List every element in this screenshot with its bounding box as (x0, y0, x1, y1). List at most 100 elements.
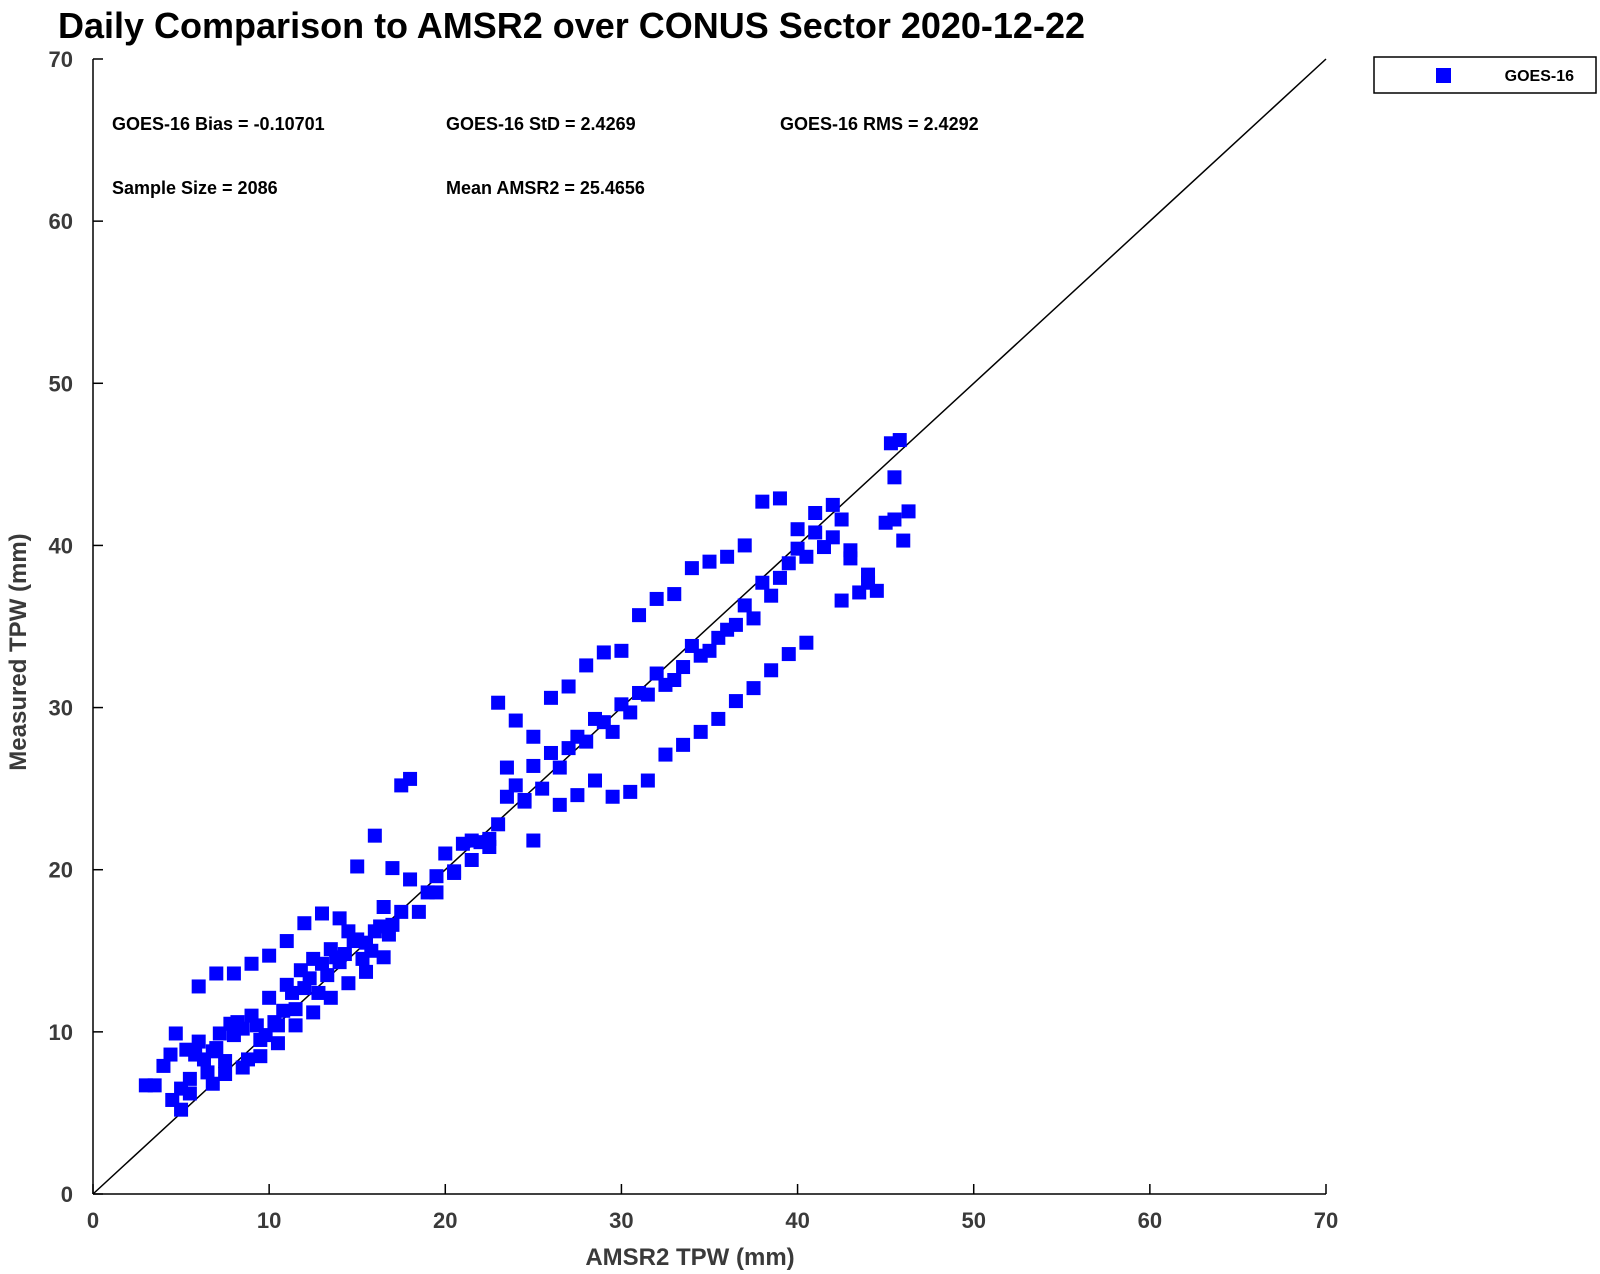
data-point (843, 551, 858, 566)
data-point (394, 904, 409, 919)
data-point (755, 494, 770, 509)
data-point (605, 724, 620, 739)
data-point (526, 758, 541, 773)
data-point (508, 713, 523, 728)
data-point (764, 588, 779, 603)
data-point (526, 729, 541, 744)
data-point (270, 1036, 285, 1051)
annotation-sample-size: Sample Size = 2086 (112, 178, 278, 198)
data-point (429, 885, 444, 900)
data-point (218, 1067, 233, 1082)
data-point (311, 985, 326, 1000)
data-point (883, 436, 898, 451)
data-point (649, 591, 664, 606)
data-point (491, 695, 506, 710)
data-point (728, 617, 743, 632)
data-point (887, 512, 902, 527)
data-point (702, 643, 717, 658)
stats-annotations: GOES-16 Bias = -0.10701 GOES-16 StD = 2.… (112, 114, 979, 198)
data-point (535, 781, 550, 796)
chart-title: Daily Comparison to AMSR2 over CONUS Sec… (58, 5, 1085, 46)
data-point (667, 587, 682, 602)
data-point (764, 663, 779, 678)
data-point (200, 1065, 215, 1080)
data-point (579, 658, 594, 673)
data-point (887, 470, 902, 485)
annotation-bias: GOES-16 Bias = -0.10701 (112, 114, 325, 134)
data-point (438, 846, 453, 861)
data-point (367, 828, 382, 843)
data-points (138, 433, 916, 1117)
data-point (350, 859, 365, 874)
data-point (658, 747, 673, 762)
data-point (156, 1058, 171, 1073)
data-point (403, 872, 418, 887)
y-tick-label: 70 (49, 47, 73, 72)
data-point (288, 1018, 303, 1033)
data-point (276, 1003, 291, 1018)
data-point (376, 900, 391, 915)
data-point (288, 1002, 303, 1017)
legend-marker-goes-16 (1436, 68, 1451, 83)
data-point (147, 1078, 162, 1093)
data-point (834, 593, 849, 608)
data-point (728, 694, 743, 709)
data-point (376, 950, 391, 965)
y-tick-label: 10 (49, 1020, 73, 1045)
data-point (297, 916, 312, 931)
data-point (623, 784, 638, 799)
x-tick-label: 30 (609, 1208, 633, 1233)
data-point (737, 598, 752, 613)
annotation-rms: GOES-16 RMS = 2.4292 (780, 114, 979, 134)
data-point (218, 1054, 233, 1069)
data-point (649, 666, 664, 681)
data-point (212, 1026, 227, 1041)
data-point (561, 741, 576, 756)
data-point (552, 797, 567, 812)
data-point (262, 990, 277, 1005)
data-point (359, 964, 374, 979)
data-point (332, 911, 347, 926)
data-point (693, 724, 708, 739)
data-point (447, 864, 462, 879)
data-point (623, 705, 638, 720)
data-point (543, 745, 558, 760)
data-point (861, 575, 876, 590)
data-point (285, 985, 300, 1000)
data-point (168, 1026, 183, 1041)
annotation-mean-amsr2: Mean AMSR2 = 25.4656 (446, 178, 645, 198)
x-tick-label: 50 (961, 1208, 985, 1233)
data-point (244, 956, 259, 971)
data-point (482, 831, 497, 846)
data-point (781, 556, 796, 571)
data-point (270, 1018, 285, 1033)
data-point (901, 504, 916, 519)
axes (92, 59, 1326, 1195)
data-point (499, 760, 514, 775)
data-point (209, 966, 224, 981)
data-point (737, 538, 752, 553)
x-tick-label: 40 (785, 1208, 809, 1233)
data-point (429, 869, 444, 884)
data-point (543, 690, 558, 705)
data-point (676, 737, 691, 752)
y-tick-label: 20 (49, 858, 73, 883)
data-point (337, 947, 352, 962)
data-point (772, 570, 787, 585)
data-point (640, 687, 655, 702)
data-point (262, 948, 277, 963)
x-tick-label: 0 (87, 1208, 99, 1233)
data-point (182, 1071, 197, 1086)
data-point (411, 904, 426, 919)
y-tick-label: 0 (61, 1182, 73, 1207)
data-point (605, 789, 620, 804)
data-point (790, 522, 805, 537)
data-point (896, 533, 911, 548)
data-point (205, 1076, 220, 1091)
data-point (323, 990, 338, 1005)
data-point (632, 608, 647, 623)
y-axis-label: Measured TPW (mm) (5, 533, 32, 770)
data-point (834, 512, 849, 527)
